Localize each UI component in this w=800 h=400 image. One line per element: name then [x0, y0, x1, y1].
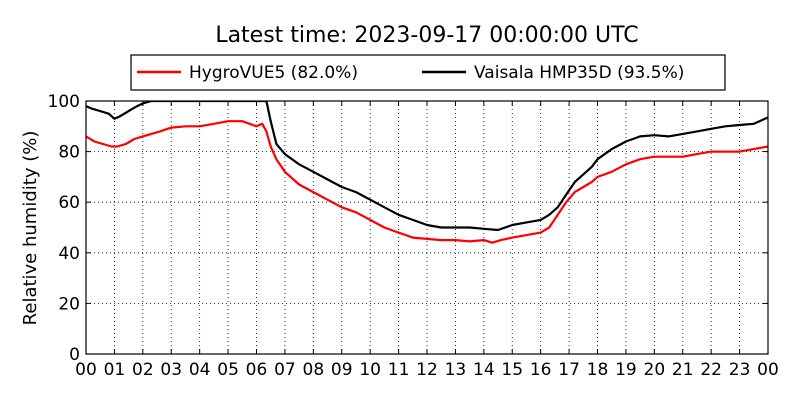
x-tick-label: 06 — [246, 360, 268, 380]
y-axis-label: Relative humidity (%) — [20, 131, 41, 326]
x-tick-label: 10 — [359, 360, 381, 380]
x-tick-label: 23 — [729, 360, 751, 380]
x-tick-label: 21 — [672, 360, 694, 380]
legend-label-hygrovue5: HygroVUE5 (82.0%) — [189, 63, 358, 83]
x-tick-label: 11 — [388, 360, 410, 380]
x-tick-label: 00 — [757, 360, 779, 380]
y-tick-label: 20 — [58, 294, 80, 314]
y-tick-label: 0 — [69, 345, 80, 365]
x-tick-label: 12 — [416, 360, 438, 380]
x-tick-label: 00 — [75, 360, 97, 380]
series-line-hygrovue5 — [86, 120, 768, 244]
x-tick-label: 22 — [700, 360, 722, 380]
y-tick-label: 100 — [48, 92, 80, 112]
x-tick-label: 16 — [530, 360, 552, 380]
y-tick-labels: 0 20 40 60 80 100 — [48, 92, 80, 365]
x-tick-label: 17 — [558, 360, 580, 380]
x-tick-label: 07 — [274, 360, 296, 380]
y-tick-label: 80 — [58, 143, 80, 163]
x-tick-label: 01 — [104, 360, 126, 380]
legend-label-vaisala: Vaisala HMP35D (93.5%) — [474, 63, 684, 83]
x-tick-label: 03 — [160, 360, 182, 380]
x-tick-labels: 00 01 02 03 04 05 06 07 08 09 10 11 12 13 14 15 16 17 18 19… — [75, 360, 779, 380]
y-tick-label: 40 — [58, 244, 80, 264]
x-tick-label: 13 — [445, 360, 467, 380]
x-tick-label: 20 — [644, 360, 666, 380]
grid — [86, 101, 768, 354]
x-tick-label: 19 — [615, 360, 637, 380]
series-lines — [86, 101, 768, 244]
y-tick-label: 60 — [58, 193, 80, 213]
x-tick-label: 08 — [303, 360, 325, 380]
x-tick-label: 14 — [473, 360, 495, 380]
chart-legend: HygroVUE5 (82.0%) Vaisala HMP35D (93.5%) — [130, 54, 726, 91]
x-tick-label: 04 — [189, 360, 211, 380]
plot-frame — [85, 100, 769, 355]
x-tick-label: 15 — [501, 360, 523, 380]
x-tick-label: 18 — [587, 360, 609, 380]
axis-ticks — [85, 100, 769, 355]
x-tick-label: 02 — [132, 360, 154, 380]
x-tick-label: 05 — [217, 360, 239, 380]
series-line-vaisala — [86, 101, 768, 232]
chart-title: Latest time: 2023-09-17 00:00:00 UTC — [215, 23, 638, 48]
x-tick-label: 09 — [331, 360, 353, 380]
